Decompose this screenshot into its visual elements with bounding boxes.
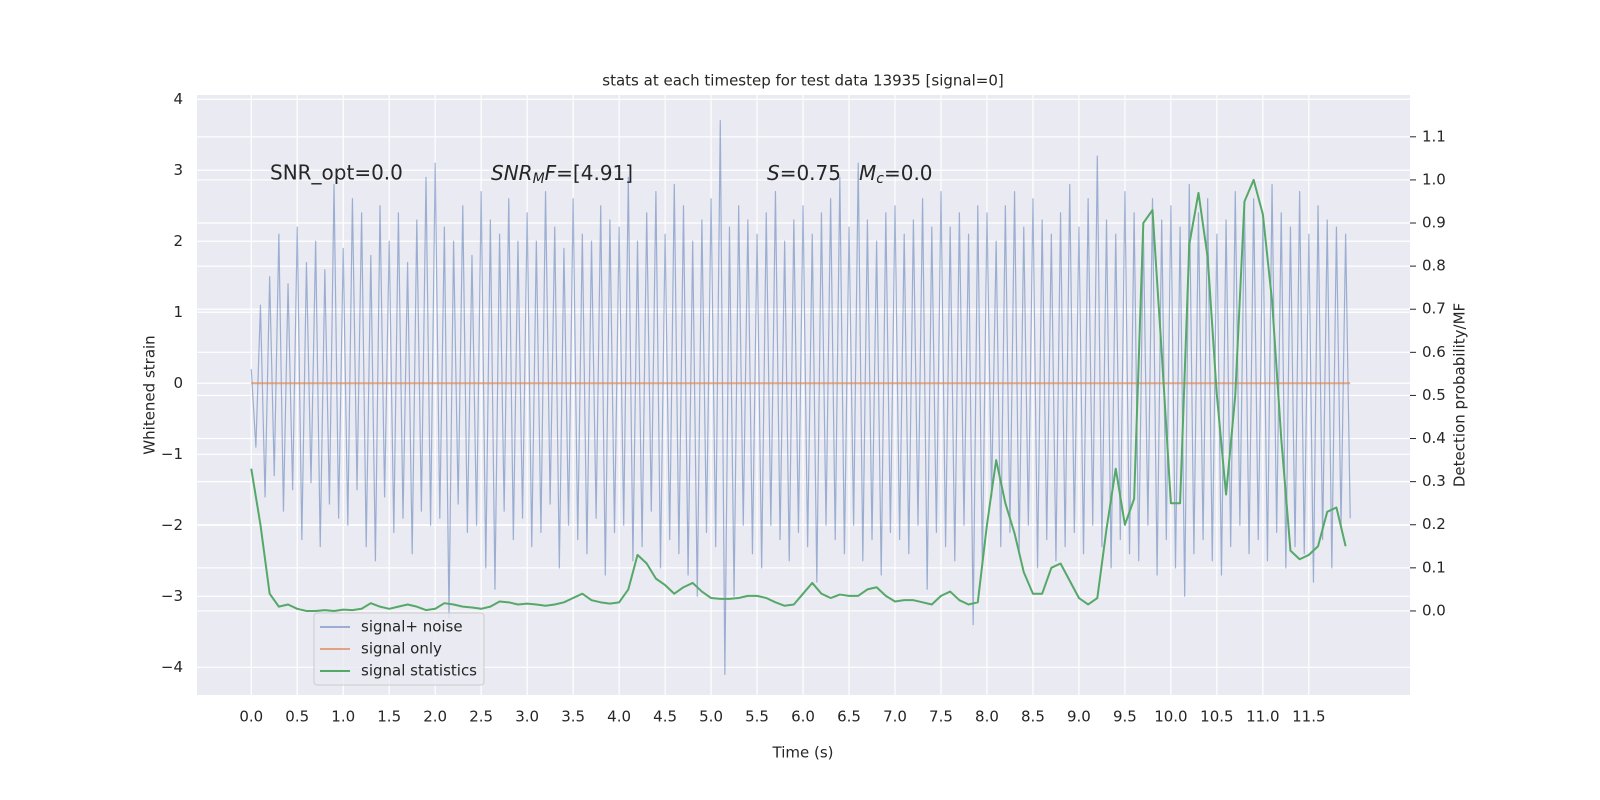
y2-axis-label: Detection probability/MF: [1451, 303, 1469, 487]
y-tick-label: 3: [173, 161, 183, 179]
x-tick-label: 0.0: [239, 708, 263, 726]
y2-tick-label: 0.4: [1422, 429, 1446, 447]
x-tick-label: 7.0: [883, 708, 907, 726]
x-tick-label: 11.5: [1292, 708, 1325, 726]
y2-tick-label: 0.8: [1422, 257, 1446, 275]
annotation-part: =0.0: [884, 161, 933, 185]
x-tick-label: 5.5: [745, 708, 769, 726]
y2-tick-label: 0.7: [1422, 300, 1446, 318]
y2-tick-label: 0.0: [1422, 601, 1446, 619]
x-tick-label: 6.5: [837, 708, 861, 726]
y-tick-label: 4: [173, 90, 183, 108]
y2-tick-label: 0.2: [1422, 515, 1446, 533]
x-tick-label: 6.0: [791, 708, 815, 726]
y-tick-label: −1: [161, 445, 183, 463]
y-tick-label: 0: [173, 374, 183, 392]
x-tick-label: 2.0: [423, 708, 447, 726]
annotation: SNR_opt=0.0: [270, 161, 403, 185]
x-tick-label: 10.0: [1154, 708, 1187, 726]
legend-label: signal statistics: [361, 662, 477, 680]
legend-label: signal only: [361, 640, 442, 658]
chart-title: stats at each timestep for test data 139…: [602, 72, 1003, 90]
x-tick-label: 1.5: [377, 708, 401, 726]
legend-box: [313, 612, 485, 686]
x-tick-label: 10.5: [1200, 708, 1233, 726]
x-tick-label: 9.5: [1113, 708, 1137, 726]
x-tick-label: 7.5: [929, 708, 953, 726]
annotation-part: =0.75: [780, 161, 841, 185]
x-tick-label: 11.0: [1246, 708, 1279, 726]
x-tick-label: 4.0: [607, 708, 631, 726]
legend-label: signal+ noise: [361, 618, 463, 636]
x-tick-label: 3.0: [515, 708, 539, 726]
y2-tick-label: 0.9: [1422, 214, 1446, 232]
annotation-part: M: [533, 171, 545, 187]
y-tick-label: 2: [173, 232, 183, 250]
y-tick-label: −3: [161, 587, 183, 605]
series-line: [250, 178, 1347, 612]
annotation: Mc=0.0: [859, 161, 933, 188]
annotation-part: F: [545, 161, 557, 185]
y2-tick-label: 0.1: [1422, 558, 1446, 576]
x-tick-label: 2.5: [469, 708, 493, 726]
y-axis-label: Whitened strain: [141, 335, 159, 454]
annotation-part: SNR: [491, 161, 533, 185]
y2-tick-label: 0.5: [1422, 386, 1446, 404]
x-tick-label: 1.0: [331, 708, 355, 726]
x-tick-label: 3.5: [561, 708, 585, 726]
series-line: [250, 119, 1351, 676]
x-tick-label: 8.0: [975, 708, 999, 726]
x-axis-label: Time (s): [772, 744, 834, 762]
x-tick-label: 4.5: [653, 708, 677, 726]
x-tick-label: 5.0: [699, 708, 723, 726]
annotation-part: M: [859, 161, 876, 185]
annotation-part: c: [876, 171, 884, 187]
annotation-part: S: [767, 161, 780, 185]
x-tick-label: 9.0: [1067, 708, 1091, 726]
y2-tick-label: 1.1: [1422, 127, 1446, 145]
y-tick-label: −4: [161, 658, 183, 676]
y2-tick-label: 0.3: [1422, 472, 1446, 490]
annotation: SNRMF=[4.91]: [491, 161, 633, 188]
y-tick-label: 1: [173, 303, 183, 321]
y-tick-label: −2: [161, 516, 183, 534]
annotation-part: =[4.91]: [556, 161, 633, 185]
y2-tick-label: 1.0: [1422, 170, 1446, 188]
x-tick-label: 8.5: [1021, 708, 1045, 726]
y2-tick-label: 0.6: [1422, 343, 1446, 361]
x-tick-label: 0.5: [285, 708, 309, 726]
annotation: S=0.75: [767, 161, 841, 185]
